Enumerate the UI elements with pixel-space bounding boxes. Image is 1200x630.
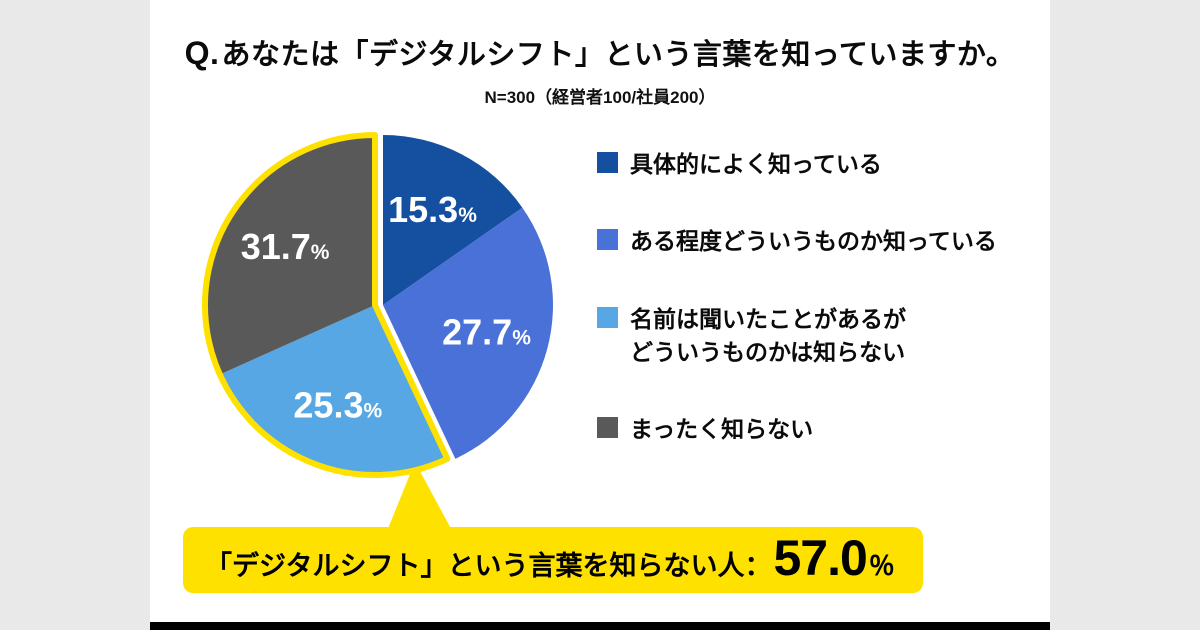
- callout-tail: [385, 462, 455, 536]
- callout-percent-sign: ％: [868, 551, 895, 581]
- legend-item: 名前は聞いたことがあるが どういうものかは知らない: [597, 303, 997, 370]
- legend-label: 名前は聞いたことがあるが どういうものかは知らない: [630, 305, 906, 366]
- pie-chart: 15.3%27.7%25.3%31.7%: [201, 132, 553, 536]
- pie-slice: [383, 135, 523, 305]
- sample-size-note: N=300（経営者100/社員200）: [484, 87, 716, 107]
- pie-slice: [219, 305, 448, 475]
- legend-label: ある程度どういうものか知っている: [630, 228, 997, 255]
- bottom-accent-bar: [150, 622, 1050, 630]
- legend-swatch: [597, 306, 618, 328]
- legend-item: まったく知らない: [597, 413, 997, 446]
- callout-banner: 「デジタルシフト」という言葉を知らない人： 57.0 ％: [183, 527, 923, 593]
- callout-label: 「デジタルシフト」という言葉を知らない人：: [205, 551, 772, 581]
- content-card: Q.あなたは「デジタルシフト」という言葉を知っていますか。 N=300（経営者1…: [150, 0, 1050, 630]
- question-prefix: Q.: [184, 35, 220, 71]
- question-text: あなたは「デジタルシフト」という言葉を知っていますか。: [221, 39, 1016, 71]
- legend-label: 具体的によく知っている: [630, 151, 882, 177]
- chart-legend: 具体的によく知っているある程度どういうものか知っている名前は聞いたことがあるが …: [597, 148, 997, 447]
- question-title: Q.あなたは「デジタルシフト」という言葉を知っていますか。: [150, 34, 1050, 73]
- legend-swatch: [597, 229, 618, 251]
- legend-item: 具体的によく知っている: [597, 148, 997, 181]
- legend-label: まったく知らない: [630, 416, 814, 443]
- legend-swatch: [597, 417, 618, 439]
- legend-swatch: [597, 152, 618, 173]
- legend-item: ある程度どういうものか知っている: [597, 225, 997, 258]
- header: Q.あなたは「デジタルシフト」という言葉を知っていますか。 N=300（経営者1…: [150, 34, 1050, 108]
- highlight-outline: [201, 132, 451, 478]
- pie-slice: [383, 207, 553, 459]
- callout-value: 57.0: [773, 530, 867, 586]
